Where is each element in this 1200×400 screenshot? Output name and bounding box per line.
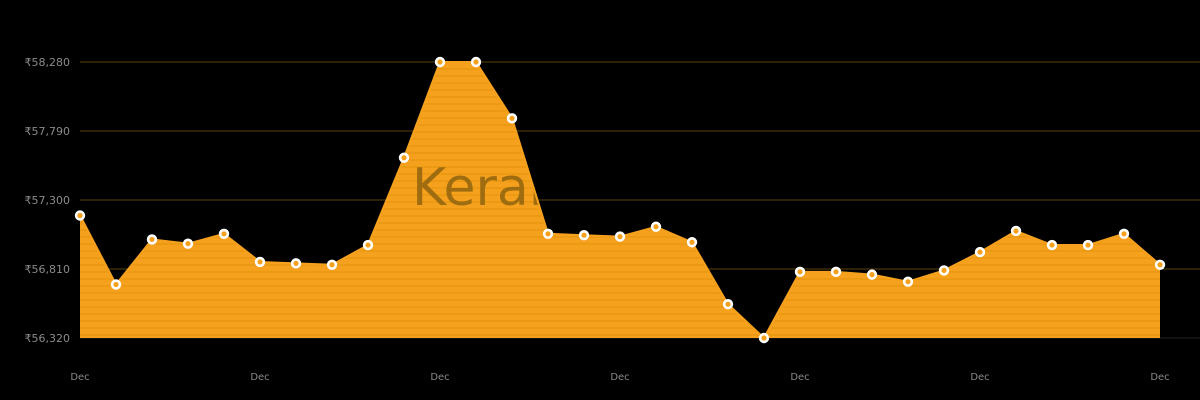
marker-core [833,269,839,275]
data-point-marker[interactable] [290,258,302,269]
data-point-marker[interactable] [182,238,194,249]
data-point-markers[interactable] [74,56,1166,344]
data-point-marker[interactable] [794,266,806,278]
y-axis-tick-label: ₹56,320 [25,332,71,345]
marker-core [293,260,299,266]
data-point-marker[interactable] [1010,225,1022,237]
marker-core [149,236,155,243]
x-axis-tick-label: Dec [790,372,809,383]
marker-core [257,259,263,265]
data-point-marker[interactable] [110,279,122,290]
y-axis-labels: ₹56,320 ₹56,810 ₹57,300 ₹57,790 ₹58,280 [25,56,71,345]
data-point-marker[interactable] [614,231,626,242]
marker-core [365,242,371,248]
data-point-marker[interactable] [218,228,230,239]
data-point-marker[interactable] [686,237,698,248]
data-point-marker[interactable] [1082,239,1094,251]
data-point-marker[interactable] [758,332,770,344]
marker-core [113,281,119,288]
marker-core [905,279,911,285]
x-axis-tick-label: Dec [430,372,449,383]
marker-core [1049,242,1055,248]
data-point-marker[interactable] [578,230,590,241]
y-axis-tick-label: ₹56,810 [25,263,71,276]
data-point-marker[interactable] [974,246,986,258]
marker-core [1157,262,1163,268]
marker-core [545,231,551,237]
data-point-marker[interactable] [938,265,950,276]
data-point-marker[interactable] [146,234,158,245]
marker-core [653,224,659,230]
data-point-marker[interactable] [74,210,86,221]
x-axis-tick-label: Dec [1150,372,1169,383]
x-axis-tick-label: Dec [70,372,89,383]
marker-core [689,239,695,245]
data-point-marker[interactable] [542,228,554,239]
data-point-marker[interactable] [650,221,662,232]
data-point-marker[interactable] [470,56,482,68]
watermark-group: Kerala [412,158,575,218]
x-axis-tick-label: Dec [610,372,629,383]
data-point-marker[interactable] [362,239,374,251]
marker-core [473,59,479,65]
marker-core [1085,242,1091,248]
marker-core [509,115,515,121]
y-axis-tick-label: ₹58,280 [25,56,71,69]
marker-core [221,231,227,237]
data-point-marker[interactable] [1046,239,1058,251]
marker-core [941,267,947,274]
marker-core [581,232,587,238]
y-axis-tick-label: ₹57,790 [25,125,71,138]
series-area [80,62,1160,338]
marker-core [617,234,623,240]
marker-core [725,301,731,307]
data-point-marker[interactable] [830,266,842,278]
data-point-marker[interactable] [506,113,518,124]
data-point-marker[interactable] [1118,228,1130,239]
x-axis-tick-label: Dec [250,372,269,383]
marker-core [185,241,191,247]
data-point-marker[interactable] [398,152,410,163]
x-axis-tick-label: Dec [970,372,989,383]
marker-core [437,59,443,65]
data-point-marker[interactable] [434,56,446,68]
marker-core [1121,231,1127,237]
y-axis-tick-label: ₹57,300 [25,194,71,207]
marker-core [77,212,83,219]
marker-core [329,262,335,268]
data-point-marker[interactable] [902,276,914,287]
data-point-marker[interactable] [722,299,734,310]
marker-core [797,269,803,275]
data-point-marker[interactable] [254,256,266,268]
marker-core [869,272,875,278]
data-point-marker[interactable] [1154,259,1166,270]
marker-core [977,249,983,255]
data-point-marker[interactable] [866,269,878,280]
watermark-label: Kerala [412,158,575,218]
x-axis-labels: Dec Dec Dec Dec Dec Dec Dec [70,372,1169,383]
data-point-marker[interactable] [326,259,338,270]
marker-core [761,335,767,341]
marker-core [401,155,407,161]
marker-core [1013,228,1019,234]
